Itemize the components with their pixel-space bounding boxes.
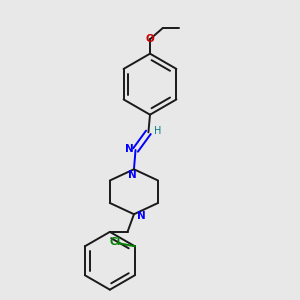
Text: N: N [125,144,134,154]
Text: H: H [154,126,162,136]
Text: Cl: Cl [110,236,121,247]
Text: N: N [128,170,137,180]
Text: O: O [146,34,154,44]
Text: N: N [136,211,146,221]
